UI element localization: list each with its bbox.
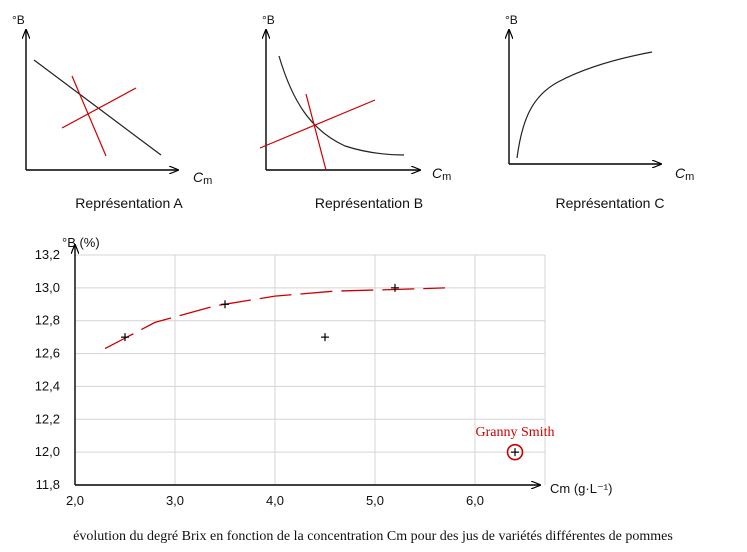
x-tick-label: 6,0 xyxy=(466,493,484,508)
tick-labels: 11,8 12,0 12,2 12,4 12,6 12,8 13,0 13,2 2,0 3,0 4,… xyxy=(35,247,484,508)
data-point xyxy=(121,333,129,342)
schematic-c-ylabel: °B xyxy=(505,13,518,27)
data-point xyxy=(511,448,519,457)
schematic-a-tangent-2 xyxy=(71,75,107,157)
main-xlabel: Cm (g·L⁻¹) xyxy=(550,481,612,496)
annotation-circle xyxy=(506,443,524,461)
x-tick-label: 3,0 xyxy=(166,493,184,508)
y-tick-label: 13,2 xyxy=(35,247,60,262)
schematic-b-tangent-1 xyxy=(259,99,376,149)
y-tick-label: 12,8 xyxy=(35,313,60,328)
schematic-a: °B Cm Représentation A xyxy=(12,13,212,211)
schematic-b-tangent-2 xyxy=(305,93,327,171)
data-point xyxy=(391,283,399,292)
schematic-c: °B Cm Représentation C xyxy=(505,13,694,211)
schematic-a-caption: Représentation A xyxy=(75,195,183,211)
x-tick-label: 4,0 xyxy=(266,493,284,508)
data-points xyxy=(121,283,519,457)
schematic-c-caption: Représentation C xyxy=(556,195,665,211)
main-ylabel: °B (%) xyxy=(62,235,100,250)
schematic-b-curve xyxy=(278,55,405,156)
schematic-b-xlabel: Cm xyxy=(432,165,451,183)
data-point xyxy=(221,300,229,309)
schematic-a-xlabel: Cm xyxy=(193,169,212,187)
schematic-a-curve xyxy=(33,59,162,156)
y-tick-label: 12,0 xyxy=(35,444,60,459)
schematic-a-tangent-1 xyxy=(61,87,137,129)
data-point xyxy=(321,333,329,342)
y-tick-label: 12,6 xyxy=(35,346,60,361)
y-tick-label: 12,2 xyxy=(35,411,60,426)
brix-chart: 11,8 12,0 12,2 12,4 12,6 12,8 13,0 13,2 2,0 3,0 4,… xyxy=(35,235,613,508)
schematic-c-curve xyxy=(516,51,653,159)
schematic-c-xlabel: Cm xyxy=(675,165,694,183)
schematic-b: °B Cm Représentation B xyxy=(259,13,451,211)
y-tick-label: 12,4 xyxy=(35,378,60,393)
schematic-b-caption: Représentation B xyxy=(315,195,423,211)
y-tick-label: 13,0 xyxy=(35,280,60,295)
grid xyxy=(75,254,546,485)
y-tick-label: 11,8 xyxy=(36,477,60,492)
schematic-b-ylabel: °B xyxy=(262,13,275,27)
schematic-a-ylabel: °B xyxy=(12,13,25,27)
x-tick-label: 2,0 xyxy=(66,493,84,508)
x-tick-label: 5,0 xyxy=(366,493,384,508)
figure-caption: évolution du degré Brix en fonction de l… xyxy=(73,529,673,544)
annotation-label: Granny Smith xyxy=(476,425,555,440)
annotation: Granny Smith xyxy=(476,425,555,461)
